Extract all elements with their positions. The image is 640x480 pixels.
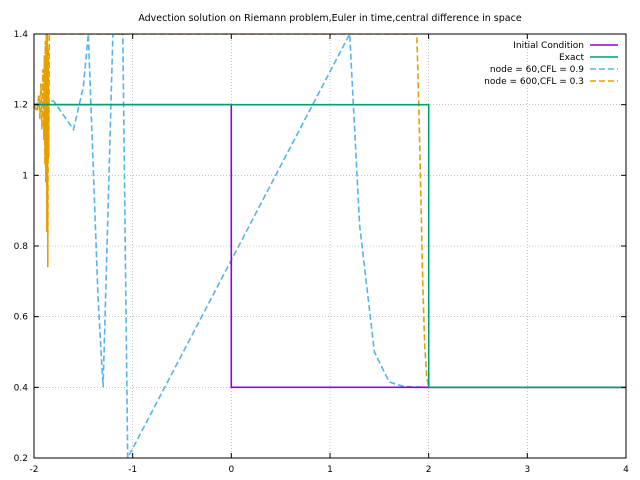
legend-label-1: Exact: [559, 53, 584, 63]
x-tick-label-6: 4: [623, 465, 629, 475]
series-line-1: [34, 103, 626, 389]
y-tick-label-2: 0.6: [14, 313, 29, 323]
x-tick-label-5: 3: [524, 465, 530, 475]
legend-label-2: node = 60,CFL = 0.9: [490, 65, 584, 75]
legend-label-3: node = 600,CFL = 0.3: [484, 77, 584, 87]
y-tick-label-0: 0.2: [14, 454, 28, 464]
y-tick-label-6: 1.4: [14, 30, 29, 40]
y-tick-label-4: 1: [22, 171, 28, 181]
x-tick-label-2: 0: [228, 465, 234, 475]
legend-label-0: Initial Condition: [513, 41, 584, 51]
series-line-2: [34, 34, 626, 458]
x-tick-label-3: 1: [327, 465, 333, 475]
y-tick-label-1: 0.4: [14, 383, 29, 393]
x-tick-label-0: -2: [30, 465, 39, 475]
legend: Initial Condition Exact node = 60,CFL = 0.…: [484, 41, 618, 87]
series-line-3: [34, 34, 626, 389]
axis-ticks: -2 -1 0 1 2 3 4 0.2 0.4 0.6 0.8 1 1.2 1.4: [14, 30, 629, 475]
series-layer: [34, 34, 626, 458]
chart-title: Advection solution on Riemann problem,Eu…: [138, 13, 522, 24]
x-tick-label-1: -1: [128, 465, 137, 475]
x-tick-label-4: 2: [426, 465, 432, 475]
y-tick-label-3: 0.8: [14, 242, 29, 252]
y-tick-label-5: 1.2: [14, 101, 28, 111]
